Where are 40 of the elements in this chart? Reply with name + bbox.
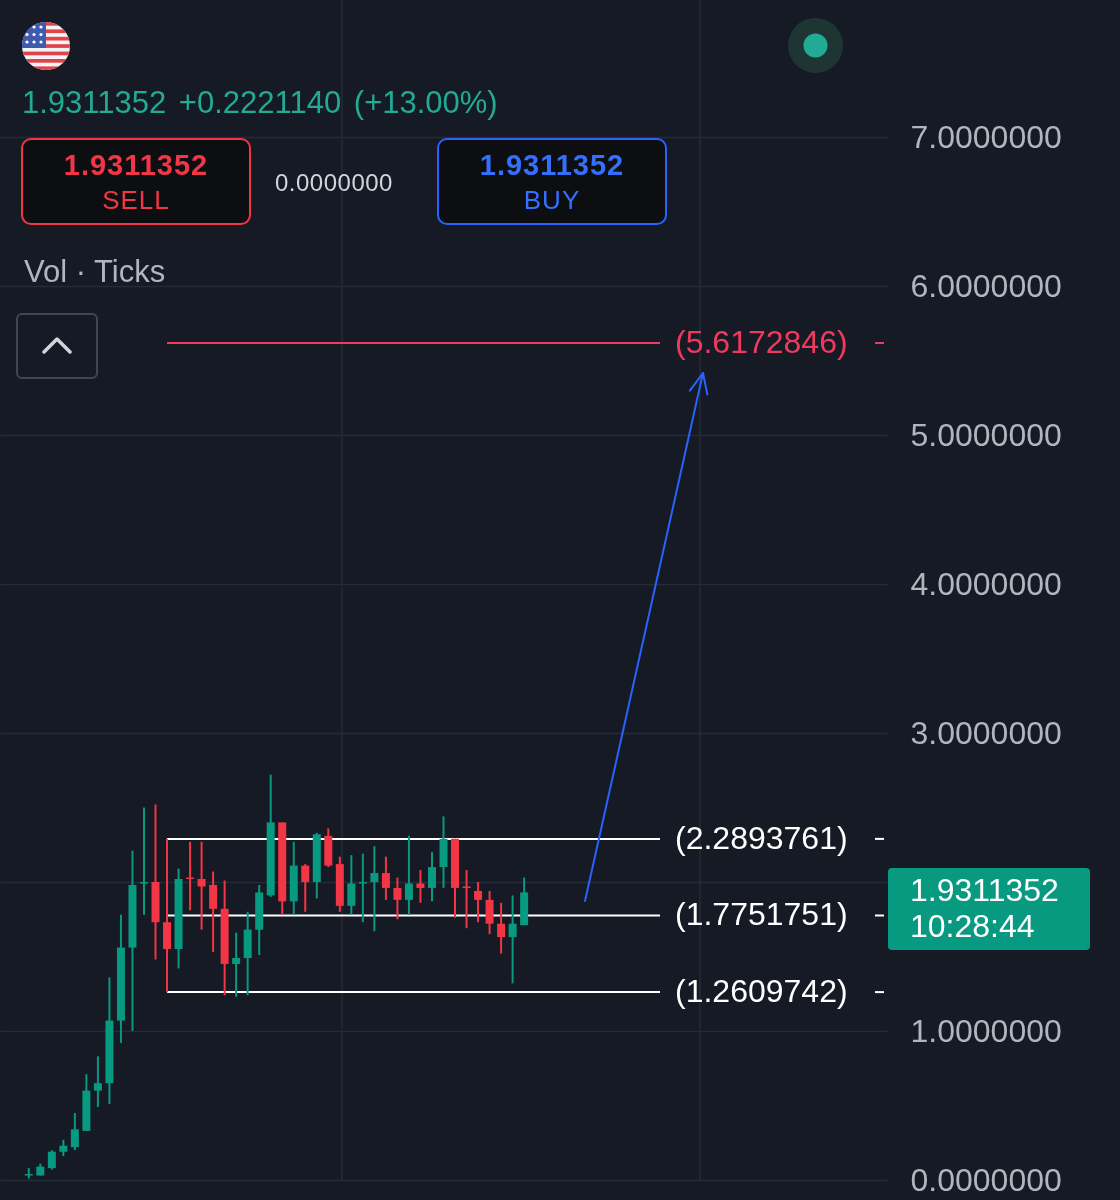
candlestick <box>301 863 310 913</box>
candlestick <box>70 1111 79 1152</box>
candlestick <box>497 901 506 955</box>
candlestick <box>370 845 379 933</box>
candlestick <box>47 1149 56 1171</box>
buy-button: 1.9311352 BUY <box>437 138 667 225</box>
annotation: 1.9311352 <box>63 147 209 183</box>
candlestick <box>508 894 517 985</box>
candlestick <box>393 876 402 921</box>
annotation: BUY <box>523 183 581 217</box>
y-tick-label: 0.0000000 <box>910 1161 1062 1198</box>
candlestick <box>381 855 390 901</box>
candlestick <box>462 869 471 930</box>
y-tick-label: 5.0000000 <box>910 416 1062 453</box>
candlestick <box>209 870 218 954</box>
ref-line-label: (5.6172846) <box>675 324 848 361</box>
y-tick-label: 1.0000000 <box>910 1012 1062 1049</box>
price-tag: 1.9311352 10:28:44 <box>888 868 1090 951</box>
ref-line-label: (1.2609742) <box>675 973 848 1010</box>
candlestick <box>485 889 494 936</box>
candlestick <box>404 834 413 916</box>
annotation: Vol · Ticks <box>24 253 166 291</box>
y-tick-label: 6.0000000 <box>910 267 1062 304</box>
candlestick <box>416 869 425 904</box>
annotation: SELL <box>102 183 170 217</box>
annotation: 0.0000000 <box>275 168 393 198</box>
candlestick <box>474 881 483 924</box>
ref-line-label: (1.7751751) <box>675 896 848 933</box>
chart-subtitle: 1.9311352 +0.2221140 (+13.00%) <box>22 84 498 122</box>
candlestick <box>93 1055 102 1108</box>
y-tick-label: 3.0000000 <box>910 714 1062 751</box>
candlestick <box>427 851 436 903</box>
candlestick <box>197 840 206 931</box>
ref-line-label: (2.2893761) <box>675 819 848 856</box>
y-tick-label: 4.0000000 <box>910 565 1062 602</box>
sell-button: 1.9311352 SELL <box>21 138 251 225</box>
annotation: 1.9311352 <box>479 147 625 183</box>
candlestick <box>347 854 356 916</box>
y-tick-label: 7.0000000 <box>910 118 1062 155</box>
candlestick <box>232 931 241 998</box>
